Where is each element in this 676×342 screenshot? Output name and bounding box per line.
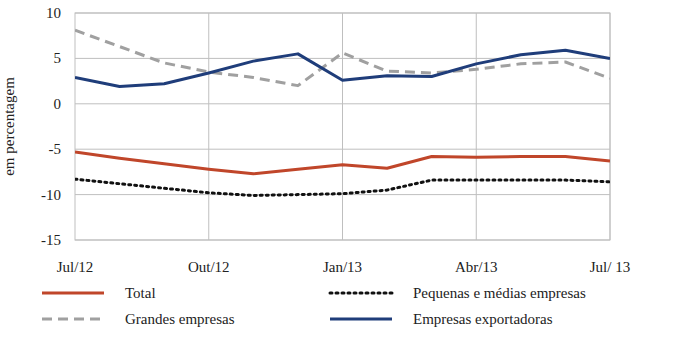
x-tick-label: Out/12	[188, 259, 230, 275]
y-tick-label: -5	[49, 141, 62, 157]
legend-label: Pequenas e médias empresas	[413, 285, 586, 301]
y-tick-label: -10	[41, 187, 61, 203]
y-axis-label: em percentagem	[1, 77, 17, 176]
legend-swatch	[42, 318, 104, 321]
series-line	[75, 152, 610, 174]
grid-line-x	[208, 13, 209, 240]
legend-swatch	[42, 292, 104, 295]
legend-swatch	[330, 318, 392, 321]
grid-line-x	[476, 13, 477, 240]
legend-label: Grandes empresas	[125, 311, 235, 327]
x-tick-label: Jul/ 13	[590, 259, 630, 275]
y-tick-label: 10	[46, 5, 61, 21]
y-tick-label: 5	[54, 50, 62, 66]
y-tick-label: -15	[41, 232, 61, 248]
series-line	[75, 50, 610, 86]
x-tick-label: Abr/13	[455, 259, 498, 275]
x-tick-label: Jan/13	[323, 259, 362, 275]
legend-label: Total	[125, 285, 156, 301]
series-line	[75, 179, 610, 195]
chart: -15 -10 -5 0 5 10 Jul/12 Out/12 Jan/13 Abr/13 Jul/…	[0, 0, 676, 342]
y-tick-label: 0	[54, 96, 62, 112]
plot-frame	[75, 13, 610, 240]
x-tick-label: Jul/12	[57, 259, 94, 275]
legend-label: Empresas exportadoras	[413, 311, 553, 327]
series-line	[75, 30, 610, 85]
legend-swatch	[330, 292, 392, 295]
grid-line-x	[342, 13, 343, 240]
series-group	[75, 30, 610, 195]
